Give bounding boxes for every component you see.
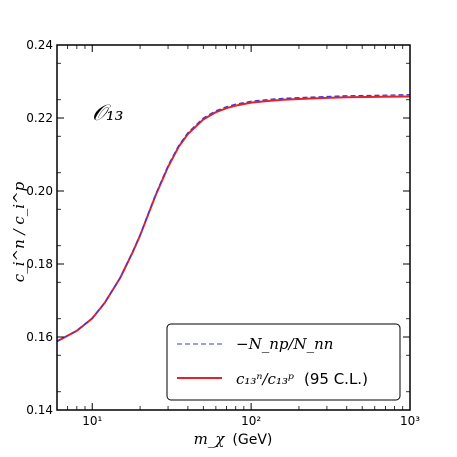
legend: −N_np/N_nn c₁₃ⁿ/c₁₃ᵖ (95 C.L.) bbox=[166, 323, 401, 401]
legend-label-solid-math: c₁₃ⁿ/c₁₃ᵖ bbox=[236, 370, 294, 388]
y-tick-label: 0.24 bbox=[26, 38, 53, 52]
plot-frame bbox=[56, 44, 411, 411]
legend-label-solid: c₁₃ⁿ/c₁₃ᵖ (95 C.L.) bbox=[236, 370, 368, 388]
legend-label-solid-suffix: (95 C.L.) bbox=[304, 370, 368, 388]
x-axis-label-symbol: m_χ bbox=[194, 430, 226, 448]
x-axis-label: m_χ (GeV) bbox=[194, 430, 273, 448]
y-tick-label: 0.20 bbox=[26, 184, 53, 198]
y-tick-label: 0.22 bbox=[26, 111, 53, 125]
x-tick-label: 10³ bbox=[400, 414, 420, 428]
legend-box bbox=[166, 323, 401, 401]
y-axis-label: c_i^n / c_i^p bbox=[10, 181, 28, 282]
x-axis-label-unit: (GeV) bbox=[232, 432, 272, 448]
x-tick-label: 10¹ bbox=[82, 414, 102, 428]
y-tick-label: 0.18 bbox=[26, 257, 53, 271]
legend-label-dashed: −N_np/N_nn bbox=[236, 335, 333, 353]
x-tick-label: 10² bbox=[241, 414, 261, 428]
y-tick-label: 0.14 bbox=[26, 403, 53, 417]
y-tick-label: 0.16 bbox=[26, 330, 53, 344]
series-line-dashed bbox=[56, 94, 411, 342]
series-layer bbox=[56, 94, 411, 343]
chart-annotation: 𝒪₁₃ bbox=[92, 101, 124, 126]
ticks-layer: 0.14 0.16 0.18 0.20 0.22 0.24 10¹ 10² 10³ bbox=[26, 38, 420, 428]
